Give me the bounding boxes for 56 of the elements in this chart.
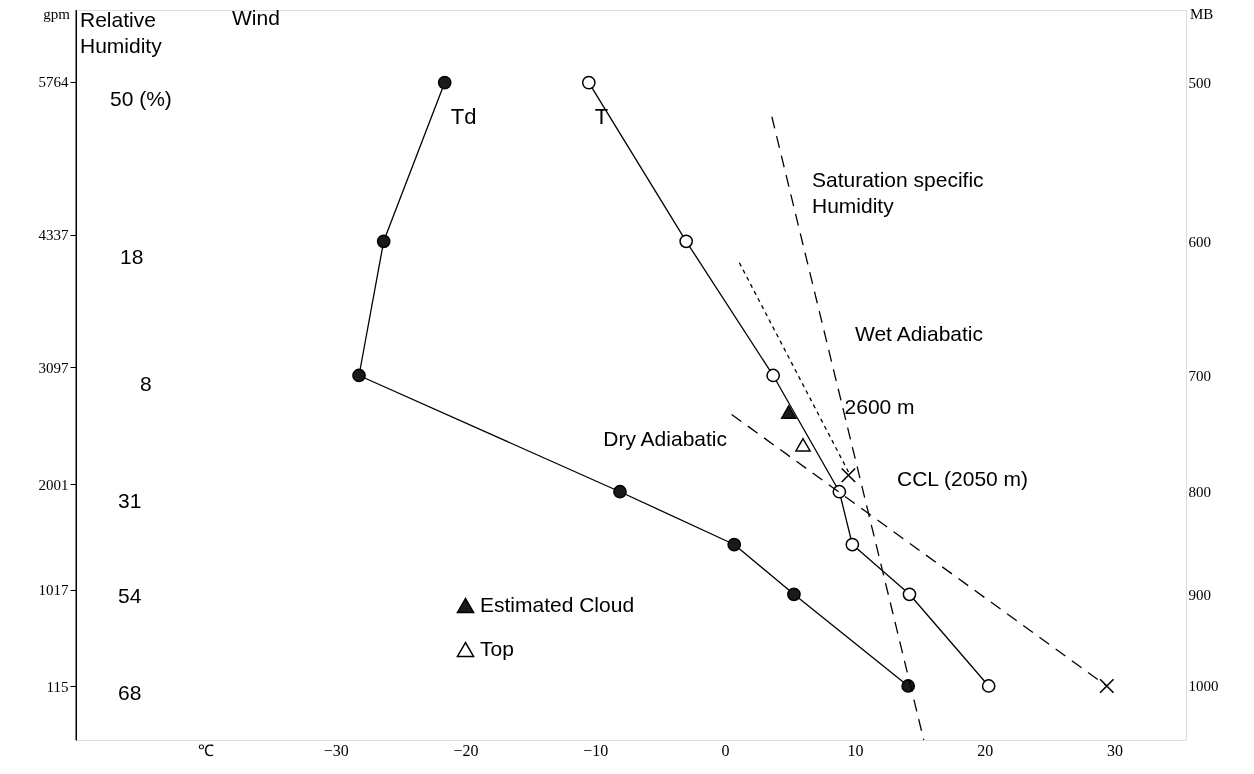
point — [845, 537, 860, 552]
point — [376, 234, 391, 249]
point — [766, 368, 781, 383]
y2-tick-label: 4337 — [38, 227, 69, 244]
point — [832, 484, 847, 499]
series-label: Td — [450, 103, 477, 129]
point — [1099, 678, 1115, 694]
x-tick-label: −10 — [583, 741, 609, 759]
point — [613, 484, 627, 499]
y2-tick-label: 115 — [46, 678, 69, 695]
point — [795, 437, 811, 452]
point — [780, 405, 797, 419]
point — [840, 467, 856, 483]
point — [981, 679, 996, 693]
y-tick-label: 500 — [1188, 75, 1211, 92]
annotation: Wind — [232, 6, 280, 29]
point — [352, 368, 366, 383]
series-label: T — [594, 103, 609, 129]
annotation: 2600 m — [844, 395, 915, 419]
annotation: Dry Adiabatic — [603, 427, 727, 450]
annotation: 31 — [118, 489, 142, 512]
y-tick-label: 900 — [1188, 586, 1211, 603]
annotation: Saturation specific Humidity — [812, 168, 984, 217]
annotation: 18 — [120, 245, 144, 268]
y2-axis-title: gpm — [43, 6, 71, 22]
x-tick-label: 30 — [1107, 741, 1124, 759]
y2-tick-label: 1017 — [38, 582, 69, 599]
point — [581, 75, 596, 90]
x-tick-label: −20 — [453, 741, 479, 759]
y2-tick-label: 2001 — [38, 476, 69, 493]
annotation: 50 (%) — [110, 87, 172, 110]
point — [902, 587, 917, 602]
point — [787, 587, 801, 602]
y-tick-label: 1000 — [1188, 678, 1219, 695]
point — [727, 537, 742, 552]
legend-label: Estimated Cloud — [480, 592, 635, 616]
y-axis-title: MB — [1190, 6, 1214, 22]
x-tick-label: ℃ — [198, 741, 215, 759]
annotation: 8 — [140, 372, 152, 395]
annotation: 68 — [118, 681, 142, 704]
y-tick-label: 700 — [1188, 368, 1211, 384]
annotation: 54 — [118, 584, 142, 607]
annotation: Wet Adiabatic — [855, 322, 984, 345]
annotation: Relative Humidity — [80, 8, 163, 57]
y-tick-label: 800 — [1188, 484, 1211, 501]
annotation: CCL (2050 m) — [897, 467, 1029, 490]
y-tick-label: 600 — [1188, 233, 1211, 250]
legend-label: Top — [480, 636, 514, 660]
x-tick-label: 20 — [977, 741, 994, 759]
point — [679, 234, 694, 249]
x-tick-label: 10 — [847, 741, 864, 759]
point — [437, 75, 452, 90]
x-tick-label: 0 — [721, 741, 730, 759]
x-tick-label: −30 — [323, 741, 349, 759]
y2-tick-label: 5764 — [38, 74, 69, 91]
y2-tick-label: 3097 — [38, 359, 69, 376]
